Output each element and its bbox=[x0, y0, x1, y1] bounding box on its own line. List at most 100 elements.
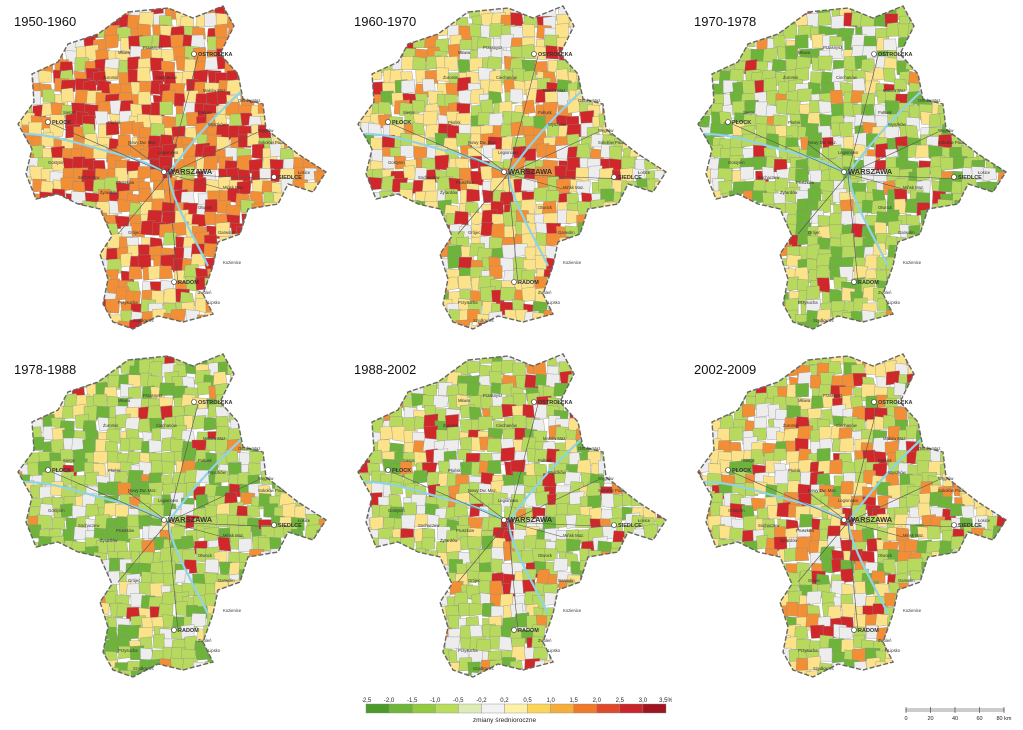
municipality-cell bbox=[932, 213, 945, 229]
municipality-cell bbox=[614, 14, 628, 27]
municipality-cell bbox=[328, 670, 341, 684]
municipality-cell bbox=[31, 215, 44, 231]
municipality-cell bbox=[634, 372, 648, 387]
municipality-cell bbox=[631, 204, 645, 217]
municipality-cell bbox=[849, 335, 865, 345]
municipality-cell bbox=[554, 559, 568, 572]
municipality-cell bbox=[314, 3, 327, 17]
municipality-cell bbox=[271, 585, 284, 599]
municipality-cell bbox=[691, 48, 705, 61]
municipality-cell bbox=[625, 212, 639, 226]
municipality-cell bbox=[908, 23, 923, 36]
municipality-cell bbox=[818, 12, 832, 26]
municipality-cell bbox=[382, 236, 397, 249]
city-marker bbox=[512, 628, 517, 633]
municipality-cell bbox=[348, 127, 362, 140]
municipality-cell bbox=[643, 619, 658, 633]
municipality-cell bbox=[10, 166, 23, 182]
municipality-cell bbox=[293, 625, 308, 639]
municipality-cell bbox=[579, 324, 594, 338]
municipality-cell bbox=[28, 382, 41, 398]
municipality-cell bbox=[952, 322, 966, 336]
municipality-cell bbox=[40, 192, 53, 205]
municipality-cell bbox=[689, 189, 704, 203]
municipality-cell bbox=[227, 324, 241, 337]
municipality-cell bbox=[707, 385, 720, 400]
municipality-cell bbox=[160, 266, 173, 279]
municipality-cell bbox=[995, 100, 1008, 113]
municipality-cell bbox=[19, 268, 32, 281]
municipality-cell bbox=[909, 292, 923, 305]
municipality-cell bbox=[380, 290, 394, 303]
municipality-cell bbox=[491, 224, 505, 239]
municipality-cell bbox=[907, 270, 921, 283]
municipality-cell bbox=[643, 312, 658, 327]
municipality-cell bbox=[414, 293, 428, 306]
municipality-cell bbox=[356, 375, 371, 388]
municipality-cell bbox=[390, 585, 403, 600]
municipality-cell bbox=[391, 604, 404, 618]
municipality-cell bbox=[610, 678, 623, 692]
municipality-cell bbox=[360, 548, 374, 563]
municipality-cell bbox=[1005, 50, 1020, 65]
municipality-cell bbox=[73, 561, 88, 574]
municipality-cell bbox=[667, 136, 682, 151]
municipality-cell bbox=[763, 14, 777, 28]
municipality-cell bbox=[19, 394, 33, 409]
municipality-cell bbox=[622, 647, 635, 662]
municipality-cell bbox=[653, 320, 667, 334]
municipality-cell bbox=[344, 618, 360, 632]
municipality-cell bbox=[664, 90, 679, 104]
municipality-cell bbox=[657, 221, 670, 235]
town-label: Zwoleń bbox=[538, 290, 552, 295]
municipality-cell bbox=[194, 177, 208, 192]
municipality-cell bbox=[427, 616, 441, 629]
municipality-cell bbox=[744, 324, 759, 338]
municipality-cell bbox=[609, 24, 622, 38]
municipality-cell bbox=[20, 222, 33, 237]
municipality-cell bbox=[103, 333, 117, 345]
municipality-cell bbox=[916, 59, 930, 73]
municipality-cell bbox=[654, 301, 668, 314]
municipality-cell bbox=[225, 659, 239, 672]
municipality-cell bbox=[656, 1, 669, 15]
municipality-cell bbox=[248, 325, 262, 338]
municipality-cell bbox=[219, 325, 233, 338]
municipality-cell bbox=[602, 613, 615, 627]
municipality-cell bbox=[315, 288, 330, 301]
municipality-cell bbox=[657, 309, 670, 323]
municipality-cell bbox=[942, 268, 957, 282]
municipality-cell bbox=[8, 551, 21, 565]
municipality-cell bbox=[62, 553, 77, 566]
municipality-cell bbox=[325, 157, 340, 172]
municipality-cell bbox=[632, 418, 645, 431]
municipality-cell bbox=[317, 123, 331, 136]
municipality-cell bbox=[95, 661, 108, 675]
municipality-cell bbox=[229, 314, 243, 327]
municipality-cell bbox=[292, 404, 307, 418]
municipality-cell bbox=[292, 100, 305, 114]
municipality-cell bbox=[742, 293, 756, 307]
town-label: Mińsk Maz. bbox=[223, 185, 244, 190]
municipality-cell bbox=[787, 335, 801, 345]
municipality-cell bbox=[634, 215, 648, 229]
municipality-cell bbox=[625, 591, 638, 604]
municipality-cell bbox=[645, 551, 658, 565]
municipality-cell bbox=[361, 266, 374, 280]
municipality-cell bbox=[579, 418, 594, 431]
municipality-cell bbox=[438, 334, 451, 345]
municipality-cell bbox=[1009, 169, 1021, 184]
city-label: RADOM bbox=[178, 628, 199, 634]
municipality-cell bbox=[600, 91, 615, 105]
municipality-cell bbox=[325, 291, 338, 307]
panel-title: 1988-2002 bbox=[354, 362, 416, 377]
municipality-cell bbox=[642, 359, 658, 375]
municipality-cell bbox=[697, 147, 711, 160]
town-label: Kozienice bbox=[903, 260, 922, 265]
municipality-cell bbox=[383, 657, 398, 671]
town-label: Żuromin bbox=[443, 75, 459, 80]
municipality-cell bbox=[928, 1, 941, 14]
municipality-cell bbox=[186, 320, 199, 334]
municipality-cell bbox=[644, 122, 658, 135]
